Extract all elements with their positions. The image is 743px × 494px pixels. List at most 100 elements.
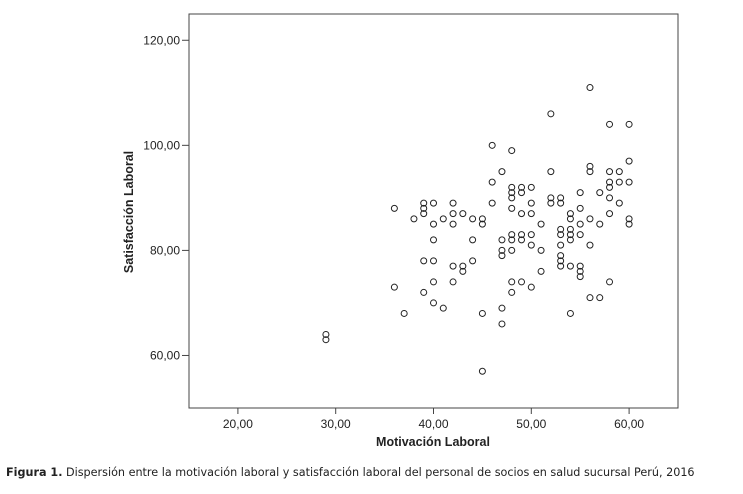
y-axis: 60,00 80,00 100,00 120,00 [143,33,189,362]
data-point [430,278,437,286]
data-point [430,220,437,228]
data-point [566,210,574,218]
y-tick-label: 120,00 [143,33,180,47]
data-point [547,199,555,207]
data-point [518,231,526,239]
data-point [439,215,447,223]
data-point [537,267,545,275]
data-point [459,210,467,218]
data-point [322,336,330,344]
data-point [606,278,614,286]
data-point [478,220,486,228]
data-point [508,288,516,296]
data-point [498,304,506,312]
data-point [625,215,633,223]
data-point [625,157,633,165]
data-point [576,273,584,281]
data-point [606,194,614,202]
data-point [449,199,457,207]
caption-text: Dispersión entre la motivación laboral y… [62,466,695,479]
caption-label: Figura 1. [6,466,63,479]
data-point [537,246,545,254]
data-point [400,309,408,317]
data-point [547,194,555,202]
data-point [508,194,516,202]
data-point [566,262,574,270]
x-tick-label: 60,00 [614,417,644,431]
data-point [508,183,516,191]
data-point [586,215,594,223]
data-point [557,194,565,202]
data-point [508,278,516,286]
data-point [478,367,486,375]
y-axis-title: Satisfacción Laboral [122,151,136,273]
data-point [469,236,477,244]
data-point [576,220,584,228]
data-point [527,183,535,191]
data-point [488,178,496,186]
data-point [410,215,418,223]
data-point [625,178,633,186]
x-tick-label: 20,00 [223,417,253,431]
figure-caption: Figura 1. Dispersión entre la motivación… [6,466,741,479]
data-point [606,210,614,218]
data-point [508,231,516,239]
y-tick-label: 80,00 [150,243,180,257]
data-point [596,189,604,197]
data-point [566,225,574,233]
data-point [498,320,506,328]
data-point [527,210,535,218]
data-point [498,236,506,244]
data-point [576,204,584,212]
data-point [557,262,565,270]
data-point [420,257,428,265]
data-point [518,236,526,244]
data-point [498,168,506,176]
data-point [537,220,545,228]
data-point [498,252,506,260]
data-point [576,267,584,275]
data-point [478,215,486,223]
data-point [420,210,428,218]
data-point [566,236,574,244]
data-point [586,162,594,170]
data-point [615,178,623,186]
scatter-chart: 60,00 80,00 100,00 120,00 20,00 30,00 40,00 50… [122,13,679,449]
data-point [498,246,506,254]
data-point [488,141,496,149]
data-point [469,215,477,223]
data-point [459,262,467,270]
data-point [527,231,535,239]
y-tick-label: 60,00 [150,348,180,362]
data-point [596,294,604,302]
data-point [576,262,584,270]
data-point [430,236,437,244]
data-point [586,294,594,302]
x-axis-title: Motivación Laboral [376,435,490,449]
data-point [547,168,555,176]
data-point [625,120,633,128]
x-tick-label: 40,00 [418,417,448,431]
data-point [449,210,457,218]
data-point [449,220,457,228]
data-point [527,283,535,291]
data-point [566,215,574,223]
data-point [557,257,565,265]
data-point [478,309,486,317]
data-point [508,236,516,244]
plot-frame [188,13,679,409]
data-point [420,199,428,207]
data-point [615,199,623,207]
data-point [469,257,477,265]
data-point [508,189,516,197]
data-point [508,204,516,212]
data-point [459,267,467,275]
data-point [606,183,614,191]
data-point [576,189,584,197]
data-point [430,299,437,307]
data-point [430,199,437,207]
data-point [606,178,614,186]
data-point [586,84,594,92]
data-point [596,220,604,228]
data-point [606,168,614,176]
